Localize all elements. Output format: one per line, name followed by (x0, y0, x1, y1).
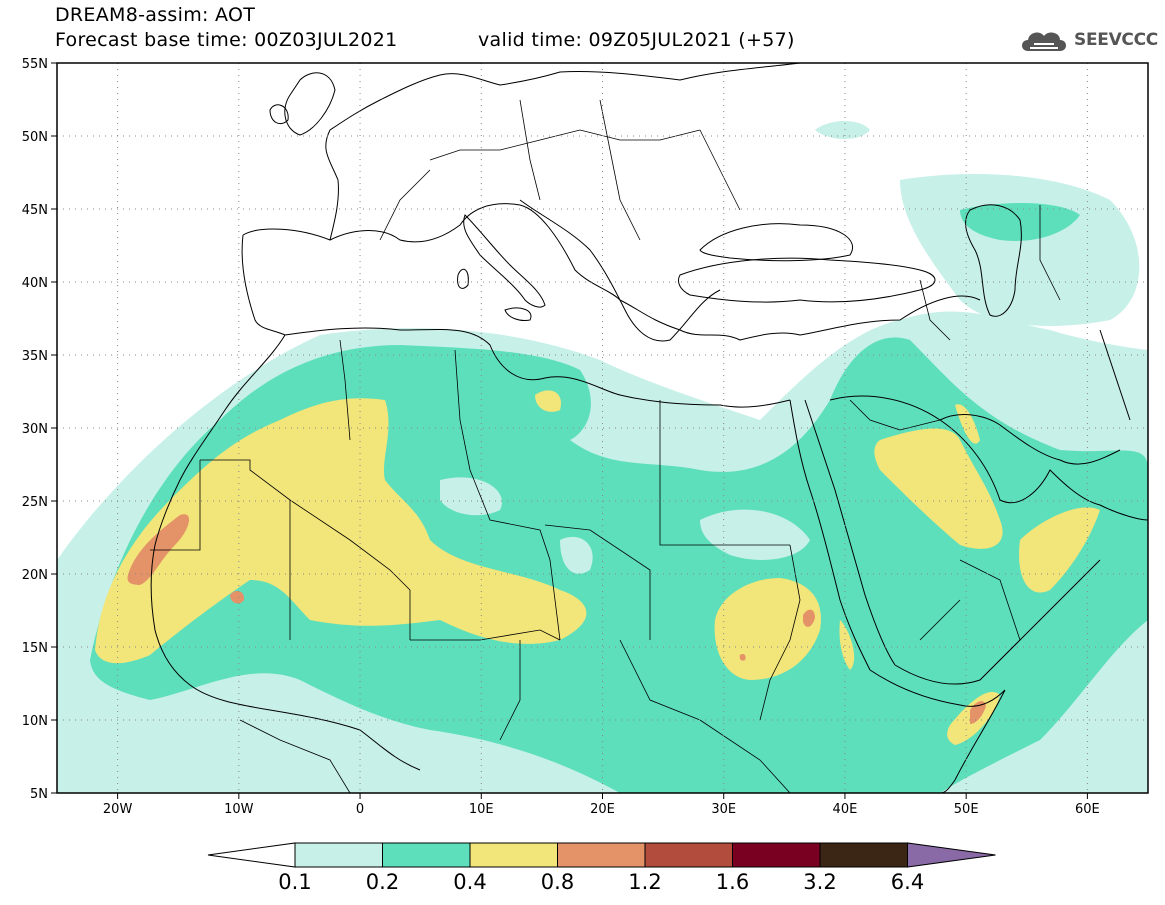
seevccc-logo: SEEVCCC (1018, 24, 1158, 56)
lat-tick-label: 25N (22, 495, 48, 510)
lon-tick-label: 10E (469, 802, 494, 817)
colorbar-label: 3.2 (803, 870, 836, 894)
colorbar-box-2 (382, 842, 471, 868)
colorbar-label: 1.2 (628, 870, 661, 894)
logo-text: SEEVCCC (1074, 30, 1158, 50)
cloud-icon (1022, 32, 1066, 51)
colorbar-box-1 (294, 842, 383, 868)
lat-tick-label: 35N (22, 349, 48, 364)
aot-band-0.4 (95, 390, 1100, 745)
colorbar-over-triangle (907, 842, 996, 868)
lat-tick-label: 40N (22, 276, 48, 291)
lat-tick-label: 15N (22, 641, 48, 656)
coastlines-and-borders (150, 63, 1148, 793)
colorbar-box-4 (557, 842, 646, 868)
colorbar-label: 6.4 (891, 870, 924, 894)
colorbar-box-6 (732, 842, 821, 868)
lon-tick-label: 30E (711, 802, 736, 817)
longitude-axis: 20W 10W 0 10E 20E 30E 40E 50E 60E (103, 793, 1100, 817)
colorbar-label: 0.8 (541, 870, 574, 894)
aot-field (57, 121, 1148, 793)
lon-tick-label: 60E (1075, 802, 1100, 817)
forecast-base-time: Forecast base time: 00Z03JUL2021 (55, 29, 398, 51)
lat-tick-label: 5N (30, 787, 48, 802)
colorbar-under-triangle (207, 842, 296, 868)
colorbar-label: 0.1 (278, 870, 311, 894)
colorbar-box-7 (819, 842, 908, 868)
latitude-axis: 55N 50N 45N 40N 35N 30N 25N 20N 15N 10N 5N (22, 57, 57, 802)
valid-time: valid time: 09Z05JUL2021 (+57) (478, 29, 795, 51)
lon-tick-label: 10W (224, 802, 254, 817)
lat-tick-label: 30N (22, 422, 48, 437)
colorbar-label: 1.6 (716, 870, 749, 894)
lat-tick-label: 10N (22, 714, 48, 729)
lon-tick-label: 0 (356, 802, 364, 817)
lon-tick-label: 50E (954, 802, 979, 817)
colorbar-label: 0.4 (453, 870, 486, 894)
lat-tick-label: 45N (22, 203, 48, 218)
aot-colorbar: 0.1 0.2 0.4 0.8 1.2 1.6 3.2 6.4 (207, 842, 996, 894)
colorbar-label: 0.2 (366, 870, 399, 894)
lat-tick-label: 50N (22, 130, 48, 145)
lat-tick-label: 20N (22, 568, 48, 583)
lon-tick-label: 20W (103, 802, 133, 817)
lon-tick-label: 40E (833, 802, 858, 817)
lon-tick-label: 20E (590, 802, 615, 817)
colorbar-box-5 (644, 842, 733, 868)
lat-tick-label: 55N (22, 57, 48, 72)
colorbar-box-3 (469, 842, 558, 868)
map-title: DREAM8-assim: AOT (55, 4, 256, 26)
